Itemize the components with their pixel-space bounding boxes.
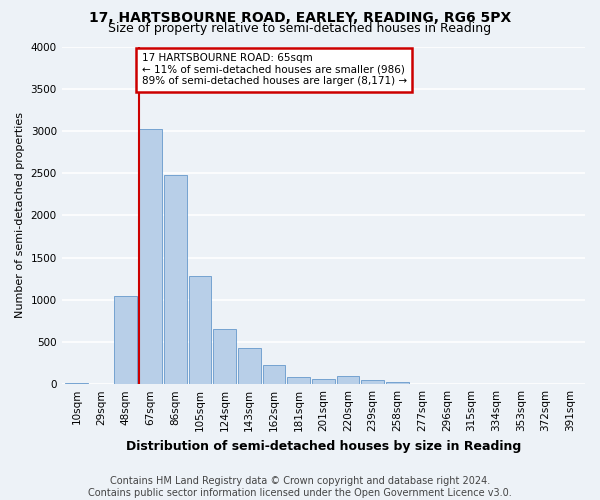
Bar	[65, 383, 88, 384]
Bar	[115, 296, 137, 384]
Text: 17, HARTSBOURNE ROAD, EARLEY, READING, RG6 5PX: 17, HARTSBOURNE ROAD, EARLEY, READING, R…	[89, 11, 511, 25]
Bar	[139, 129, 162, 384]
Bar	[188, 276, 211, 384]
Bar	[361, 380, 384, 384]
Bar	[312, 379, 335, 384]
Bar	[263, 365, 286, 384]
Bar	[337, 376, 359, 384]
Bar	[287, 378, 310, 384]
Bar	[164, 175, 187, 384]
Bar	[386, 382, 409, 384]
X-axis label: Distribution of semi-detached houses by size in Reading: Distribution of semi-detached houses by …	[126, 440, 521, 452]
Y-axis label: Number of semi-detached properties: Number of semi-detached properties	[15, 112, 25, 318]
Bar	[238, 348, 260, 384]
Text: Size of property relative to semi-detached houses in Reading: Size of property relative to semi-detach…	[109, 22, 491, 35]
Text: 17 HARTSBOURNE ROAD: 65sqm
← 11% of semi-detached houses are smaller (986)
89% o: 17 HARTSBOURNE ROAD: 65sqm ← 11% of semi…	[142, 54, 407, 86]
Text: Contains HM Land Registry data © Crown copyright and database right 2024.
Contai: Contains HM Land Registry data © Crown c…	[88, 476, 512, 498]
Bar	[213, 330, 236, 384]
